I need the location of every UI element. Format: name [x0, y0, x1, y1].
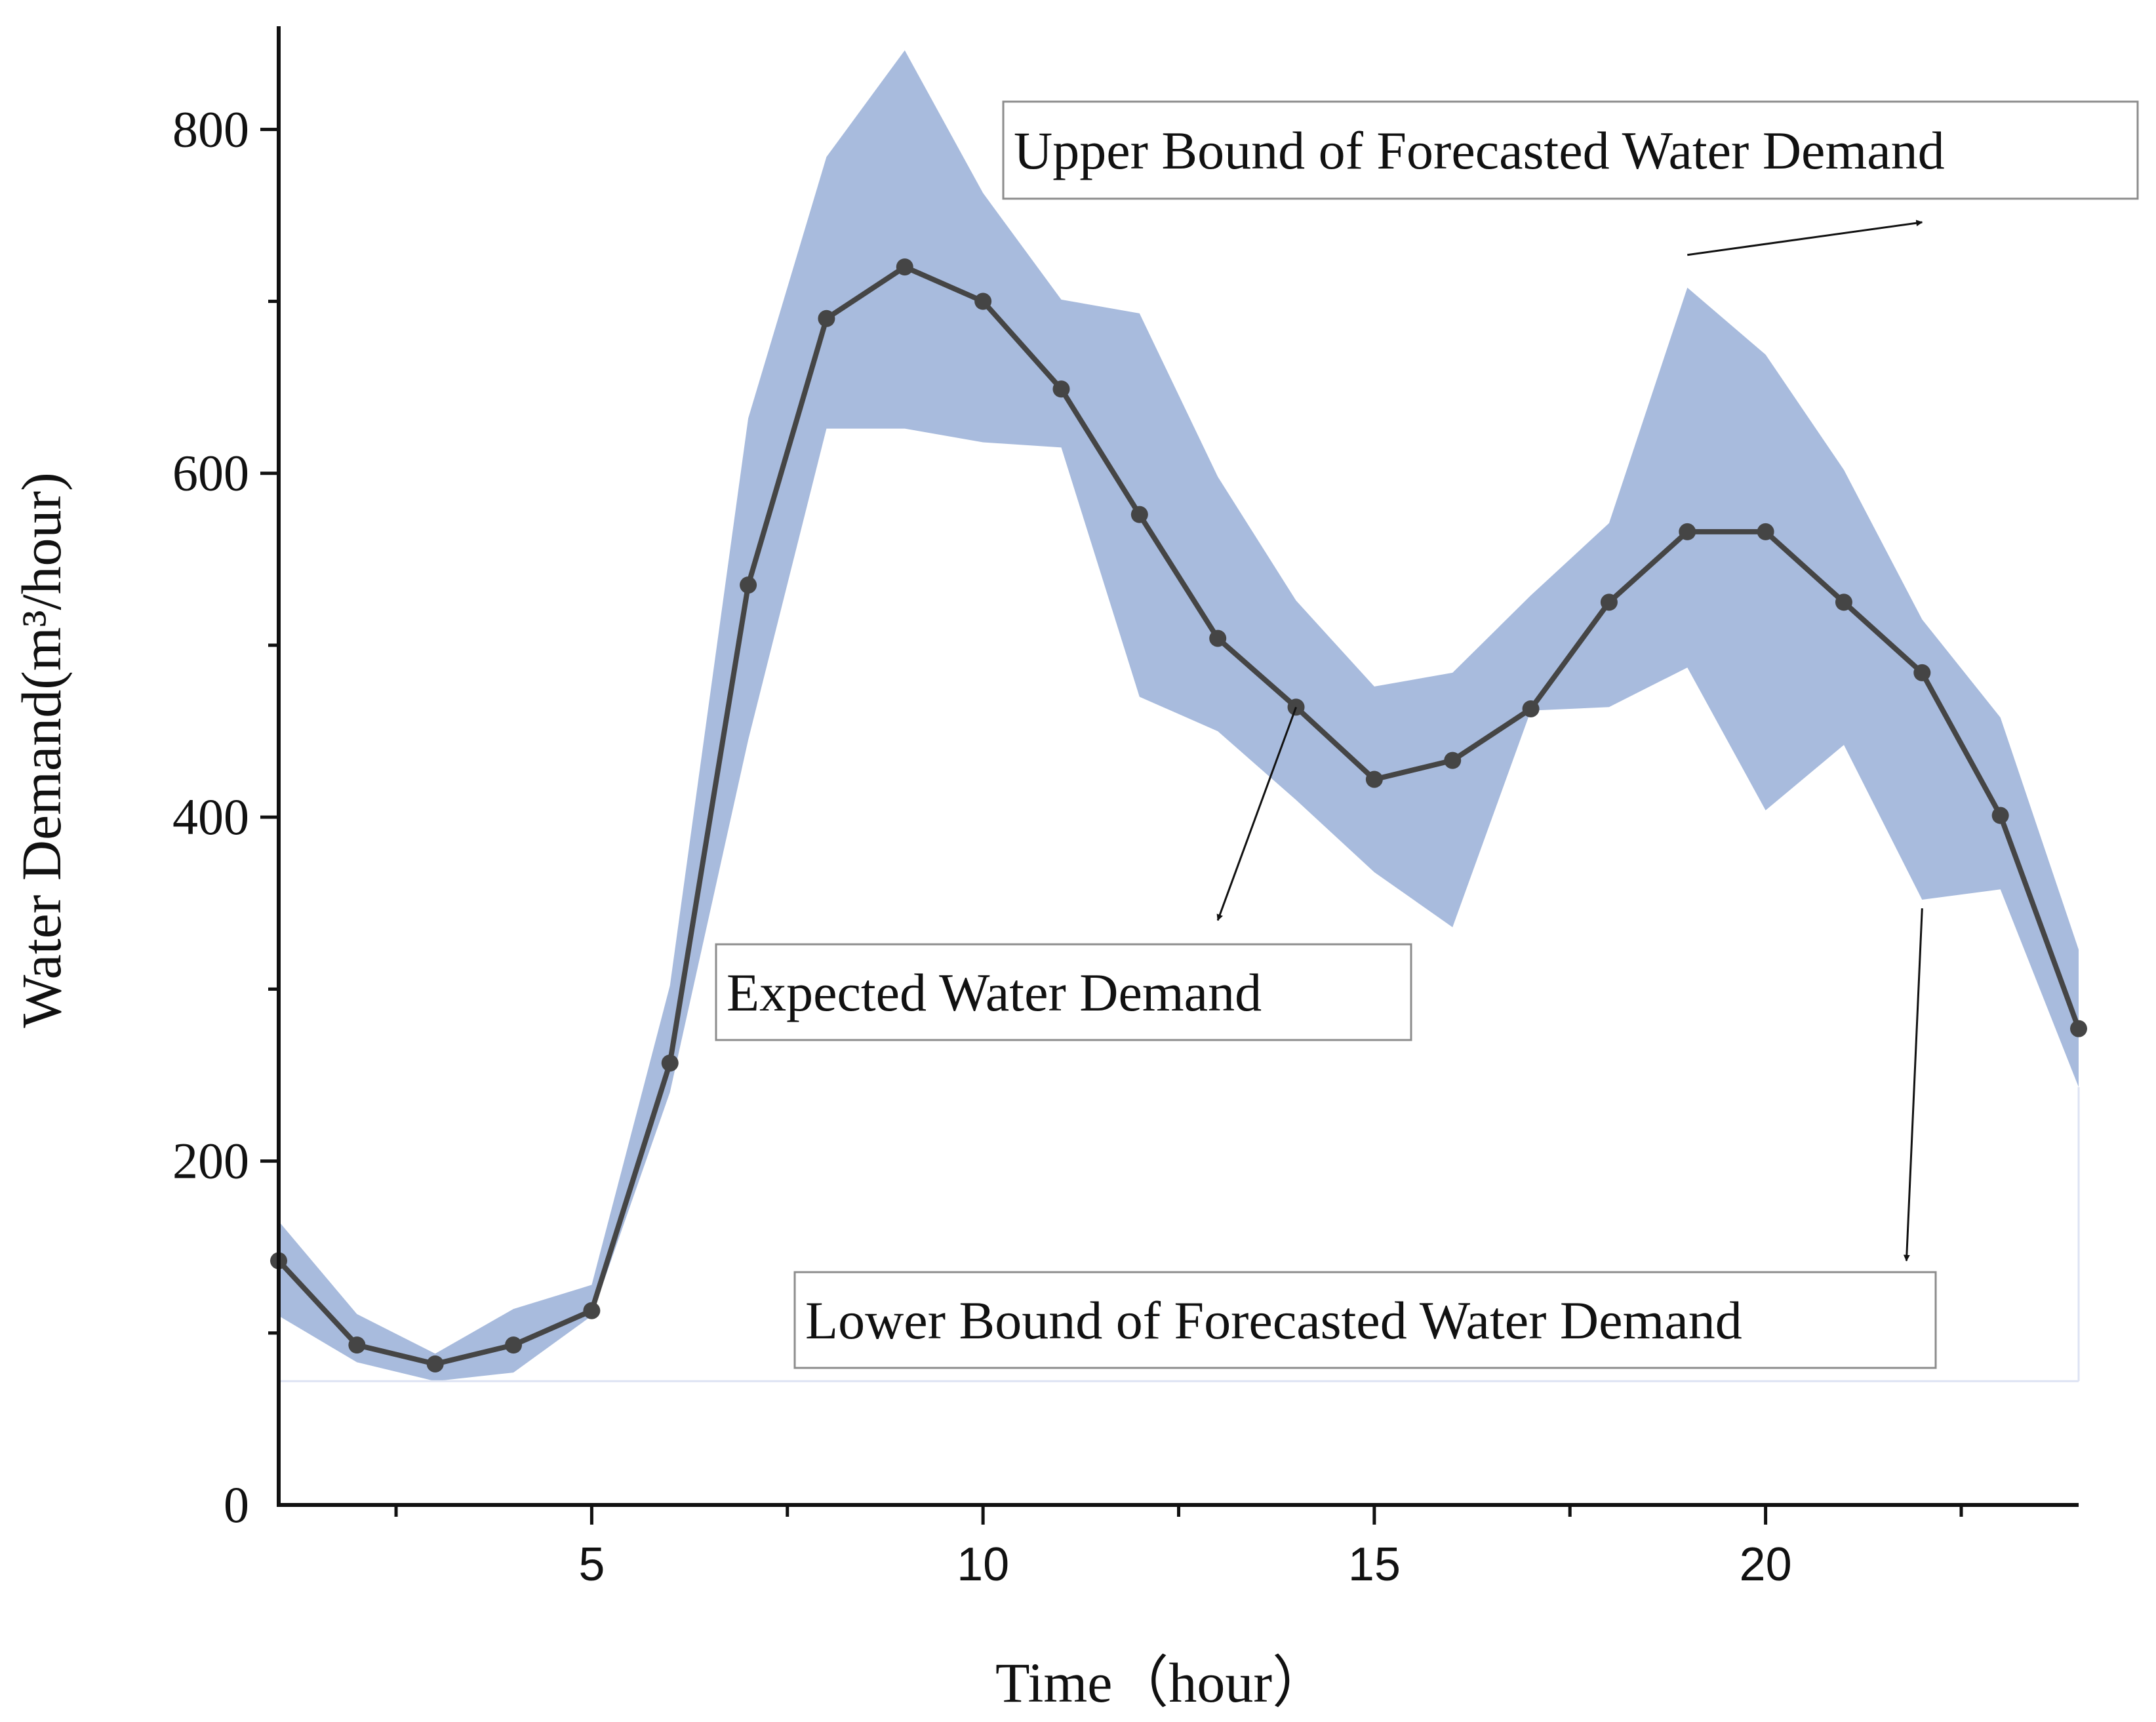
y-tick-label: 600	[172, 445, 249, 502]
x-axis-title: Time（hour）	[995, 1651, 1328, 1714]
annotation-arrow	[1903, 908, 1923, 1262]
x-tick-label: 20	[1740, 1538, 1792, 1591]
data-point	[1600, 593, 1618, 611]
data-point	[348, 1336, 366, 1354]
data-point	[1209, 630, 1227, 647]
annotation-label: Expected Water Demand	[727, 963, 1262, 1022]
annotation-arrow	[1216, 706, 1297, 921]
data-point	[1052, 380, 1070, 398]
annotation-arrow	[1687, 220, 1923, 256]
data-point	[1913, 664, 1931, 681]
annotation-box	[715, 943, 1412, 1041]
data-point	[818, 310, 835, 327]
annotations: Upper Bound of Forecasted Water Demand Ex…	[715, 100, 2139, 1369]
y-tick-label: 200	[172, 1132, 249, 1190]
data-point	[1130, 506, 1148, 523]
series-line-expected	[277, 264, 2081, 1367]
data-point	[974, 292, 992, 310]
data-point	[1757, 523, 1774, 540]
y-tick-label: 400	[172, 788, 249, 845]
data-point	[1522, 700, 1540, 717]
data-point	[1444, 751, 1462, 769]
y-tick-label: 0	[224, 1476, 249, 1533]
axes: 0 200 400 600 800 5 10 15 20	[172, 26, 2079, 1591]
annotation-box	[1002, 100, 2139, 200]
forecast-band	[279, 50, 2079, 1382]
data-point	[2070, 1020, 2087, 1037]
data-point	[740, 576, 757, 594]
data-point	[1835, 593, 1852, 611]
data-point	[505, 1336, 523, 1354]
x-tick-label: 5	[578, 1538, 605, 1591]
x-tick-label: 10	[957, 1538, 1009, 1591]
data-point	[661, 1054, 679, 1072]
y-axis-title: Water Demand(m³/hour)	[10, 472, 73, 1028]
data-point	[583, 1302, 601, 1319]
data-point	[1365, 771, 1383, 788]
data-point	[426, 1355, 444, 1372]
plot-area	[270, 50, 2087, 1382]
annotation-label: Upper Bound of Forecasted Water Demand	[1014, 121, 1945, 180]
annotation-box	[793, 1271, 1937, 1369]
data-point	[896, 258, 913, 276]
data-point	[1679, 523, 1696, 540]
x-tick-label: 15	[1348, 1538, 1401, 1591]
annotation-label: Lower Bound of Forecasted Water Demand	[805, 1291, 1742, 1350]
y-tick-label: 800	[172, 100, 249, 157]
data-point	[1991, 807, 2009, 824]
